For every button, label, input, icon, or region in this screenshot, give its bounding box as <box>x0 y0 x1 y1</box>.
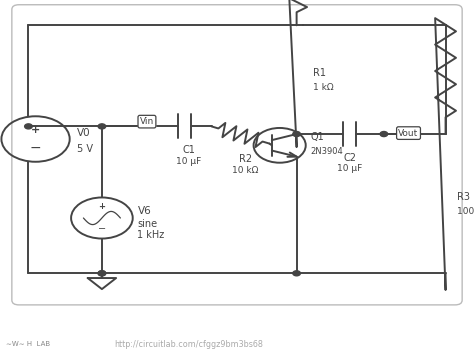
Text: CIRCUIT: CIRCUIT <box>6 322 46 331</box>
Text: 2N3904: 2N3904 <box>310 147 343 156</box>
Text: 1 kΩ: 1 kΩ <box>313 83 334 92</box>
Circle shape <box>98 271 106 276</box>
Text: C1: C1 <box>182 145 195 155</box>
Text: V6: V6 <box>137 206 151 216</box>
Text: V0: V0 <box>77 128 91 138</box>
Text: 10 kΩ: 10 kΩ <box>232 166 258 175</box>
Circle shape <box>380 131 388 137</box>
Text: 5 V: 5 V <box>77 144 93 154</box>
Text: −: − <box>30 141 41 155</box>
Text: jgoldhar: jgoldhar <box>114 324 156 333</box>
Text: 10 μF: 10 μF <box>337 164 363 173</box>
Text: Q1: Q1 <box>310 132 324 142</box>
Circle shape <box>25 124 32 129</box>
Text: R2: R2 <box>238 154 252 164</box>
Text: http://circuitlab.com/cfggz9bm3bs68: http://circuitlab.com/cfggz9bm3bs68 <box>114 340 263 349</box>
Text: +: + <box>31 125 40 135</box>
Circle shape <box>98 124 106 129</box>
Text: Vout: Vout <box>399 129 419 138</box>
Text: −: − <box>98 224 106 234</box>
Text: 10 μF: 10 μF <box>176 157 201 166</box>
Text: 100 Ω: 100 Ω <box>457 207 474 216</box>
Text: 1 kHz: 1 kHz <box>137 230 164 240</box>
Text: R1: R1 <box>313 69 326 78</box>
Text: / Lab 1_4 Simple BJT Amplifier: / Lab 1_4 Simple BJT Amplifier <box>154 324 293 333</box>
Circle shape <box>293 271 301 276</box>
Circle shape <box>293 131 301 137</box>
Text: C2: C2 <box>343 153 356 163</box>
Text: ∼W∼ H  LAB: ∼W∼ H LAB <box>6 341 50 347</box>
Text: sine: sine <box>137 219 157 229</box>
Circle shape <box>98 271 106 276</box>
Text: +: + <box>99 202 105 211</box>
Text: Vin: Vin <box>140 117 154 126</box>
Text: R3: R3 <box>457 192 470 202</box>
